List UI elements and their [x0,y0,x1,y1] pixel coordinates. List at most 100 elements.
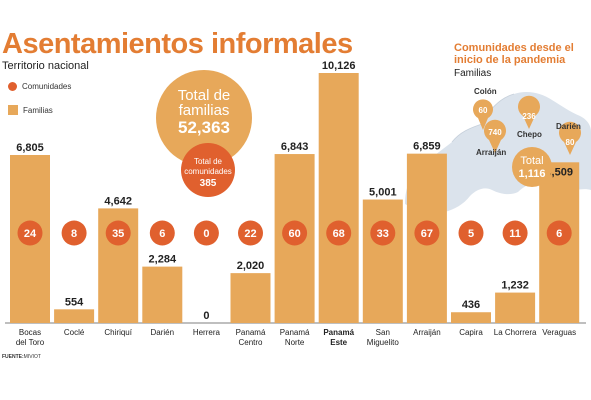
community-dot-2 [105,220,131,246]
source-note: FUENTE:MIVIOT [2,354,41,360]
pandemic-subtitle: Familias [454,68,492,79]
category-label-0-0: Bocas [19,328,41,337]
community-value-12: 6 [556,228,562,240]
category-label-7-1: Este [330,338,347,347]
community-value-4: 0 [203,228,209,240]
source-text: MIVIOT [23,354,41,360]
community-dot-3 [149,220,175,246]
bar-value-label-4: 0 [203,310,209,322]
marker-chepo-value: 236 [522,112,536,121]
community-dot-1 [61,220,87,246]
bar-11 [495,292,536,323]
bar-5 [230,273,271,323]
category-label-2-0: Chiriquí [104,328,132,337]
bar-value-label-10: 436 [462,299,480,311]
category-label-6-0: Panamá [280,328,310,337]
marker-colon-value: 60 [479,106,488,115]
source-label: FUENTE: [2,354,24,360]
category-label-7-0: Panamá [323,328,354,337]
category-label-5-1: Centro [238,338,263,347]
community-value-9: 67 [421,228,433,240]
bar-value-label-11: 1,232 [501,280,529,292]
total-families-circle [156,70,252,166]
community-dot-7 [326,220,352,246]
community-dot-8 [370,220,396,246]
legend-families-label: Familias [23,105,53,115]
legend-families-swatch [8,105,18,115]
bar-value-label-0: 6,805 [16,142,44,154]
marker-arraijan-value: 740 [488,128,502,137]
community-value-8: 33 [377,228,389,240]
community-dot-10 [458,220,484,246]
community-value-2: 35 [112,228,124,240]
community-value-0: 24 [24,228,37,240]
bar-10 [451,312,491,323]
category-label-0-1: del Toro [16,338,45,347]
map-label-arraijan: Arraiján [476,148,507,157]
page-title: Asentamientos informales [2,28,353,60]
total-communities-label-1: Total de [194,157,223,166]
pandemic-markers: 60 740 236 80 Total 1,116 [473,95,582,187]
category-label-9-0: Arraiján [413,328,441,337]
community-dot-5 [238,220,263,246]
bar-value-label-8: 5,001 [369,187,397,199]
total-families-value: 52,363 [178,118,230,137]
bar-8 [362,199,403,323]
category-label-10-0: Capira [459,328,483,337]
category-label-3-0: Darién [151,328,175,337]
community-value-6: 60 [288,228,300,240]
marker-darien [559,121,582,155]
community-value-5: 22 [244,228,256,240]
marker-chepo [518,95,540,129]
legend-communities-swatch [8,81,17,91]
bar-value-label-7: 10,126 [322,60,356,72]
bar-value-label-1: 554 [65,296,84,308]
community-value-7: 68 [333,228,345,240]
total-families-label-2: familias [179,102,230,119]
category-label-6-1: Norte [285,338,305,347]
bar-1 [54,309,95,323]
community-dot-6 [282,220,308,246]
marker-arraijan [483,119,506,153]
community-dot-12 [546,220,572,246]
total-families-label-1: Total de [178,87,231,104]
pandemic-total-circle [512,147,552,187]
category-label-11-0: La Chorrera [494,328,537,337]
bar-value-label-9: 6,859 [413,141,441,153]
total-communities-value: 385 [200,178,217,189]
category-label-8-1: Miguelito [367,338,400,347]
total-communities-circle [181,143,235,197]
legend-communities-label: Comunidades [22,81,72,91]
pandemic-total-value: 1,116 [519,168,546,180]
category-label-1-0: Coclé [64,328,85,337]
category-label-5-0: Panamá [236,328,266,337]
community-value-3: 6 [159,228,165,240]
community-value-1: 8 [71,228,77,240]
bar-value-label-6: 6,843 [281,141,309,153]
bar-value-label-5: 2,020 [237,260,265,272]
community-dot-0 [17,220,43,246]
marker-darien-value: 80 [566,138,575,147]
community-value-11: 11 [509,228,521,240]
pandemic-total-label: Total [520,155,543,167]
legend-communities: Comunidades [8,80,71,92]
map-label-chepo: Chepo [517,130,542,139]
bar-value-label-3: 2,284 [149,254,177,266]
community-dot-11 [502,220,528,246]
callouts-layer: Total de familias 52,363 Total de comuni… [156,70,252,197]
page-subtitle: Territorio nacional [2,60,89,72]
pandemic-title: Comunidades desde el inicio de la pandem… [454,42,574,66]
community-dot-9 [414,220,440,246]
legend: Comunidades Familias [8,80,71,128]
total-communities-label-2: comunidades [184,167,232,176]
category-label-4-0: Herrera [193,328,221,337]
category-label-8-0: San [376,328,390,337]
community-value-10: 5 [468,228,474,240]
category-label-12-0: Veraguas [542,328,576,337]
map-label-darien: Darién [556,122,581,131]
legend-families: Familias [8,104,71,116]
bar-7 [318,73,359,323]
bar-value-label-12: 6,509 [545,166,573,178]
bar-3 [142,266,183,323]
